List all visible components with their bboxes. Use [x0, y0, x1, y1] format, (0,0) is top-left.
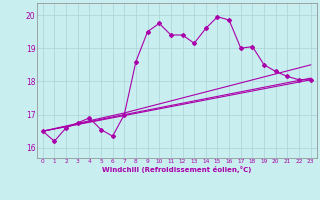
X-axis label: Windchill (Refroidissement éolien,°C): Windchill (Refroidissement éolien,°C) — [102, 166, 252, 173]
